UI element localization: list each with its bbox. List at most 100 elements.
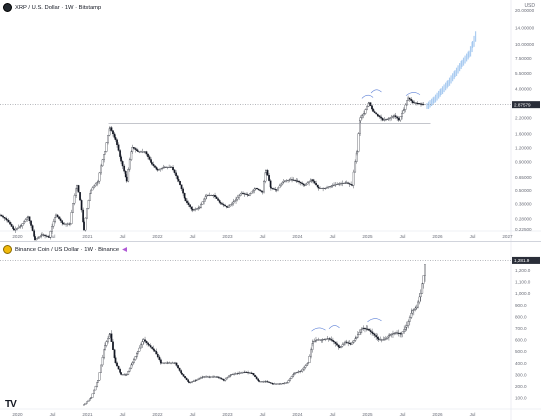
candle-body bbox=[280, 183, 282, 187]
candle-body bbox=[327, 338, 330, 340]
candle-body bbox=[348, 183, 351, 185]
candle-body bbox=[217, 376, 220, 378]
candle-body bbox=[127, 371, 130, 375]
candle-body bbox=[389, 117, 391, 119]
candle-body bbox=[396, 332, 398, 334]
candle-body bbox=[205, 195, 208, 197]
candle-body bbox=[245, 193, 247, 195]
candle-body bbox=[147, 153, 149, 157]
bnb-chart-panel[interactable]: 1,200.0 1,100.0 1,000.0 900.0 800.0 700.0 600.… bbox=[0, 242, 541, 420]
candle-body bbox=[52, 221, 55, 227]
candle-body bbox=[241, 372, 244, 374]
tradingview-logo[interactable]: TV bbox=[5, 399, 17, 410]
candle-body bbox=[193, 209, 195, 211]
y-tick-label: 0.90000 bbox=[515, 159, 532, 164]
bnb-chart-svg[interactable]: 1,200.0 1,100.0 1,000.0 900.0 800.0 700.0 600.… bbox=[0, 242, 541, 420]
candle-body bbox=[219, 377, 221, 379]
candle-body bbox=[107, 337, 109, 342]
candle-body bbox=[161, 362, 164, 364]
candle-body bbox=[319, 339, 322, 341]
xrp-chart-panel[interactable]: 20.00000 14.00000 10.00000 7.50000 5.50000 4.… bbox=[0, 0, 541, 242]
candle-body bbox=[269, 180, 272, 188]
candle-body bbox=[136, 149, 138, 151]
candle-body bbox=[3, 217, 6, 219]
candle-body bbox=[141, 341, 144, 346]
y-tick-label: 7.50000 bbox=[515, 56, 532, 61]
candle-body bbox=[121, 161, 124, 167]
candle-body bbox=[86, 208, 88, 219]
projection-candle bbox=[452, 73, 454, 82]
candle-body bbox=[189, 204, 191, 208]
projection-candle bbox=[445, 82, 447, 91]
panel-separator[interactable] bbox=[0, 241, 541, 242]
x-tick-label: Jul bbox=[260, 234, 266, 239]
candle-body bbox=[336, 184, 338, 185]
indicator-arrow-icon[interactable] bbox=[122, 247, 128, 252]
candle-body bbox=[406, 100, 408, 106]
candle-body bbox=[251, 373, 253, 374]
candle-body bbox=[221, 203, 223, 205]
x-tick-label: Jul bbox=[260, 412, 266, 417]
candle-body bbox=[324, 187, 327, 189]
candle-body bbox=[417, 103, 419, 105]
candle-body bbox=[54, 217, 57, 222]
candle-body bbox=[184, 197, 187, 202]
x-tick-label: 2024 bbox=[292, 412, 303, 417]
candle-body bbox=[223, 379, 225, 381]
candle-body bbox=[356, 151, 358, 154]
candle-body bbox=[176, 175, 179, 180]
x-tick-label: Jul bbox=[470, 412, 476, 417]
candle-body bbox=[410, 313, 413, 318]
xrp-currency-label[interactable]: USD bbox=[524, 3, 535, 9]
candle-body bbox=[83, 221, 85, 231]
candle-body bbox=[376, 113, 379, 116]
bnb-legend-label: Binance Coin / US Dollar · 1W · Binance bbox=[15, 246, 120, 253]
x-tick-label: Jul bbox=[190, 412, 196, 417]
candle-body bbox=[404, 326, 407, 330]
candle-body bbox=[258, 380, 260, 382]
candle-body bbox=[144, 151, 146, 153]
candle-body bbox=[112, 130, 114, 135]
x-tick-label: 2027 bbox=[502, 234, 513, 239]
y-tick-label: 600.0 bbox=[515, 338, 527, 343]
projection-candle bbox=[426, 103, 428, 109]
x-tick-label: Jul bbox=[400, 412, 406, 417]
candle-body bbox=[151, 162, 153, 165]
candle-body bbox=[233, 200, 236, 202]
candle-body bbox=[28, 216, 31, 222]
candle-body bbox=[147, 342, 149, 345]
candle-body bbox=[291, 179, 293, 181]
candle-body bbox=[214, 195, 216, 198]
candle-body bbox=[89, 398, 92, 401]
bnb-legend[interactable]: Binance Coin / US Dollar · 1W · Binance bbox=[3, 245, 128, 254]
x-tick-label: 2020 bbox=[12, 234, 23, 239]
candle-body bbox=[187, 202, 190, 205]
candle-body bbox=[402, 109, 405, 114]
candle-body bbox=[304, 365, 307, 368]
candle-body bbox=[285, 180, 288, 182]
candle-body bbox=[66, 223, 69, 225]
candle-body bbox=[316, 184, 319, 188]
candle-body bbox=[192, 380, 195, 382]
price-tag-bg bbox=[512, 256, 540, 264]
candle-body bbox=[240, 192, 243, 195]
candle-body bbox=[333, 184, 335, 186]
y-tick-label: 1.60000 bbox=[515, 131, 532, 136]
projection-candle bbox=[446, 80, 448, 89]
candle-body bbox=[34, 236, 36, 241]
candle-body bbox=[361, 115, 363, 118]
annotation-arc bbox=[328, 325, 340, 330]
candle-body bbox=[65, 223, 67, 225]
candle-body bbox=[105, 142, 108, 152]
candle-body bbox=[254, 187, 257, 190]
xrp-chart-svg[interactable]: 20.00000 14.00000 10.00000 7.50000 5.50000 4.… bbox=[0, 0, 541, 242]
candle-body bbox=[93, 185, 95, 189]
candle-body bbox=[252, 373, 255, 376]
candle-body bbox=[210, 195, 212, 196]
candle-body bbox=[59, 218, 62, 221]
candle-body bbox=[366, 106, 368, 110]
candle-body bbox=[229, 204, 232, 207]
xrp-legend[interactable]: XRP / U.S. Dollar · 1W · Bitstamp bbox=[3, 3, 101, 12]
projection-candle bbox=[464, 55, 466, 64]
candle-body bbox=[405, 325, 408, 328]
